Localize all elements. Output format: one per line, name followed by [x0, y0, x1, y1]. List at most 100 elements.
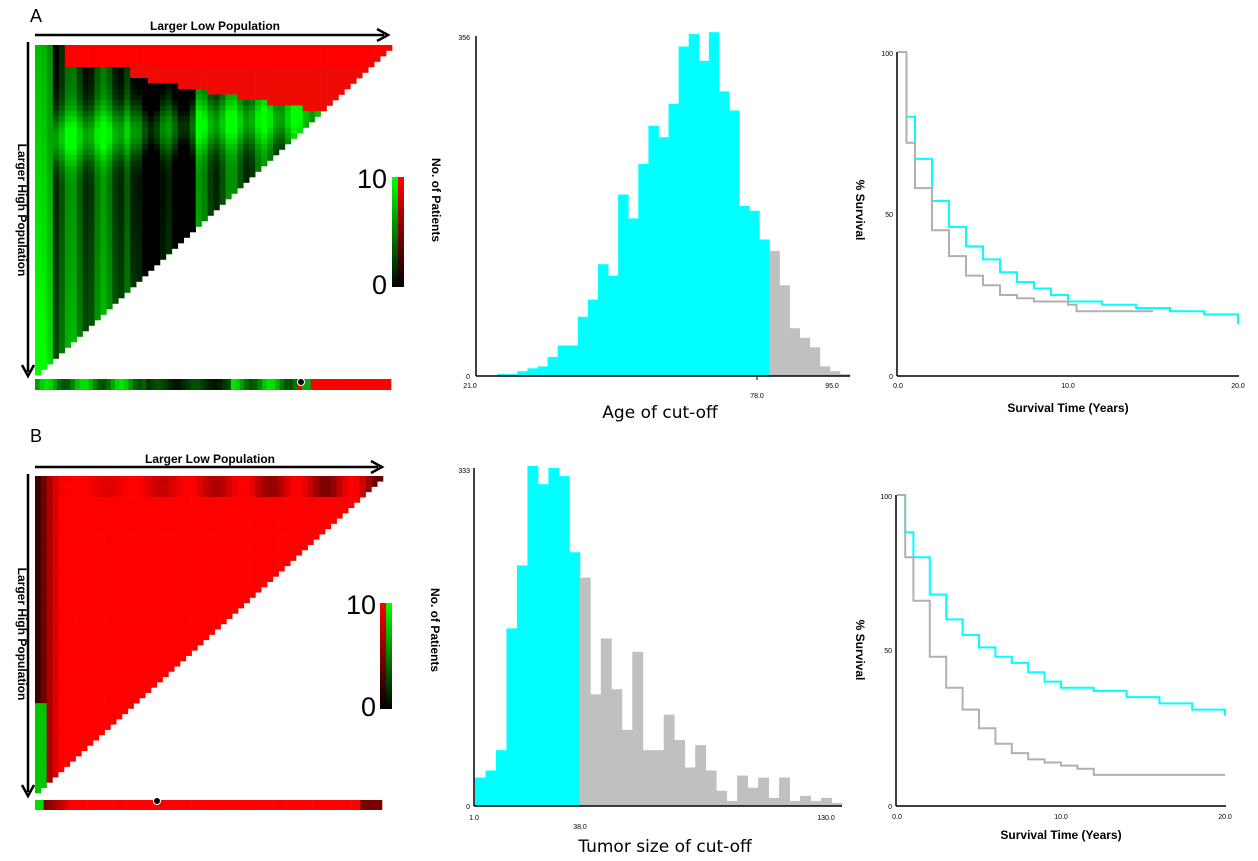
heatmap-cell	[165, 89, 173, 95]
heatmap-cell	[154, 171, 161, 178]
heatmap-cell	[35, 61, 42, 68]
heatmap-cell	[58, 740, 65, 746]
strip-cell	[186, 379, 192, 390]
heatmap-cell	[154, 149, 161, 156]
heatmap-cell	[106, 303, 113, 310]
heatmap-cell	[81, 534, 88, 540]
heatmap-cell	[267, 83, 274, 90]
heatmap-cell	[64, 94, 71, 101]
heatmap-cell	[191, 613, 198, 619]
heatmap-cell	[180, 528, 187, 535]
histogram-bar	[821, 797, 832, 806]
heatmap-cell	[35, 182, 42, 189]
heatmap-cell	[130, 78, 137, 84]
heatmap-cell	[64, 486, 71, 493]
heatmap-cell	[46, 298, 54, 304]
heatmap-cell	[255, 476, 262, 482]
heatmap-cell	[40, 724, 47, 730]
strip-cell	[269, 800, 274, 810]
heatmap-cell	[40, 629, 47, 635]
heatmap-cell	[201, 100, 208, 106]
heatmap-cell	[58, 105, 66, 112]
heatmap-cell	[156, 497, 163, 503]
heatmap-cell	[220, 565, 227, 572]
heatmap-cell	[148, 83, 155, 90]
heatmap-cell	[189, 122, 196, 128]
heatmap-cell	[40, 210, 48, 216]
heatmap-cell	[197, 523, 204, 530]
heatmap-cell	[46, 766, 53, 773]
heatmap-cell	[40, 507, 47, 514]
heatmap-cell	[168, 491, 175, 498]
heatmap-cell	[58, 177, 66, 183]
heatmap-cell	[249, 144, 256, 150]
heatmap-cell	[362, 56, 369, 62]
heatmap-cell	[203, 565, 210, 572]
heatmap-cell	[87, 534, 94, 540]
survival-b	[897, 494, 1226, 776]
heatmap-cell	[255, 50, 262, 57]
heatmap-cell	[255, 83, 262, 90]
heatmap-cell	[183, 210, 190, 216]
heatmap-cell	[46, 100, 54, 106]
histogram-bar	[557, 345, 569, 376]
heatmap-cell	[154, 45, 161, 51]
heatmap-cell	[154, 127, 161, 134]
heatmap-cell	[100, 254, 107, 260]
heatmap-cell	[69, 534, 76, 540]
heatmap-cell	[232, 571, 239, 577]
heatmap-cell	[122, 666, 129, 672]
heatmap-cell	[35, 369, 42, 376]
heatmap-cell	[46, 254, 54, 260]
strip-cell	[204, 379, 209, 390]
heatmap-cell	[116, 682, 123, 688]
heatmap-cell	[40, 259, 48, 266]
heatmap-cell	[40, 597, 47, 604]
strip-cell	[217, 800, 222, 810]
heatmap-cell	[255, 528, 262, 535]
heatmap-cell	[46, 160, 54, 167]
heatmap-cell	[249, 576, 256, 582]
heatmap-cell	[81, 724, 88, 730]
heatmap-cell	[142, 188, 149, 194]
heatmap-cell	[159, 116, 167, 123]
strip-cell	[75, 379, 80, 390]
heatmap-cell	[267, 116, 274, 123]
heatmap-cell	[165, 105, 173, 112]
heatmap-cell	[122, 639, 129, 646]
heatmap-cell	[58, 555, 65, 561]
heatmap-cell	[82, 215, 89, 222]
heatmap-cell	[220, 486, 227, 493]
heatmap-cell	[82, 72, 89, 79]
heatmap-cell	[75, 523, 82, 530]
heatmap-cell	[122, 586, 129, 593]
heatmap-cell	[139, 555, 146, 561]
heatmap-cell	[75, 549, 82, 556]
heatmap-cell	[249, 518, 256, 524]
heatmap-cell	[35, 221, 42, 227]
heatmap-cell	[46, 347, 54, 354]
heatmap-cell	[110, 534, 117, 540]
heatmap-cell	[70, 111, 77, 117]
heatmap-cell	[326, 78, 333, 84]
heatmap-cell	[118, 144, 125, 150]
heatmap-cell	[88, 100, 95, 106]
heatmap-cell	[225, 171, 232, 178]
heatmap-cell	[207, 127, 214, 134]
heatmap-cell	[58, 729, 65, 736]
heatmap-cell	[344, 50, 351, 57]
heatmap-cell	[94, 149, 101, 156]
heatmap-cell	[52, 586, 59, 593]
heatmap-cell	[290, 497, 297, 503]
heatmap-cell	[171, 67, 179, 73]
heatmap-cell	[145, 623, 152, 630]
heatmap-cell	[243, 111, 250, 117]
heatmap-cell	[64, 292, 71, 299]
heatmap-cell	[356, 72, 363, 79]
heatmap-cell	[267, 560, 274, 567]
heatmap-cell	[145, 645, 152, 651]
heatmap-cell	[255, 111, 262, 117]
heatmap-cell	[52, 650, 59, 656]
heatmap-cell	[209, 539, 216, 545]
heatmap-cell	[207, 122, 214, 128]
